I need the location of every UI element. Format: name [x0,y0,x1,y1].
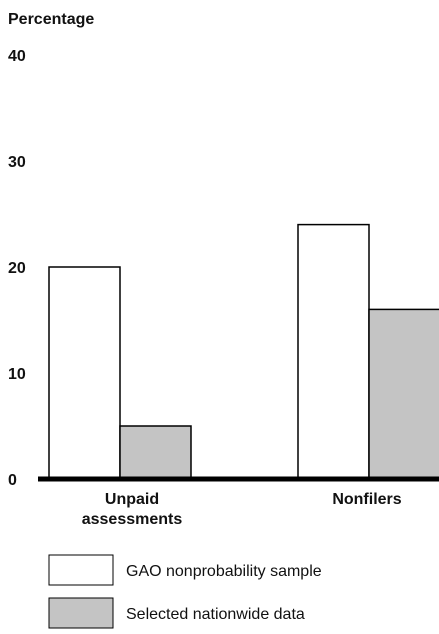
y-tick-label: 20 [8,260,26,277]
y-axis-ticks: 0 10 20 30 40 [8,48,26,489]
category-label: assessments [82,511,183,528]
bars [48,223,439,480]
legend-label: GAO nonprobability sample [126,563,322,580]
y-tick-label: 30 [8,154,26,171]
category-labels: Unpaid assessments Nonfilers [82,491,402,528]
category-label: Nonfilers [332,491,401,508]
bar-0-0 [48,266,121,480]
y-tick-label: 10 [8,366,26,383]
y-tick-label: 40 [8,48,26,65]
category-label: Unpaid [105,491,159,508]
legend-swatch [48,554,114,586]
legend: GAO nonprobability sample Selected nation… [48,554,322,629]
bar-0-1 [119,425,192,480]
bar-1-0 [297,223,370,480]
y-tick-label: 0 [8,472,17,489]
legend-swatch [48,597,114,629]
legend-label: Selected nationwide data [126,606,305,623]
bar-1-1 [368,308,439,480]
y-axis-unit-label: Percentage [8,11,94,28]
